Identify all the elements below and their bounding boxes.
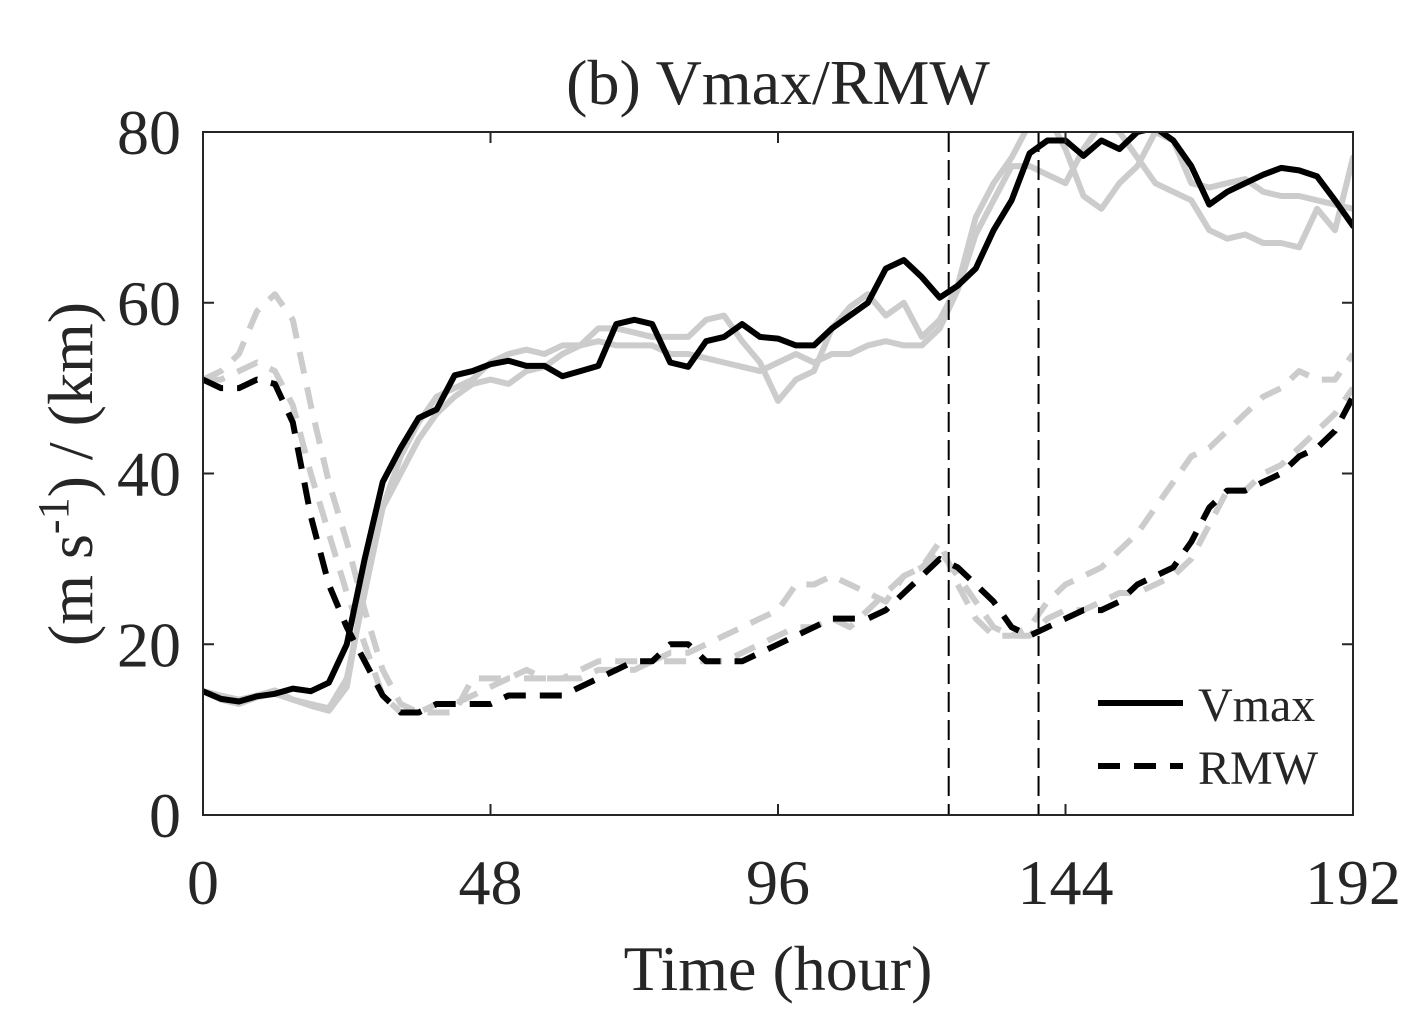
series-line-5 [203, 359, 1353, 716]
x-tick-label-0: 0 [187, 847, 219, 918]
series-line-0 [203, 132, 1353, 705]
y-tick-label-2: 40 [117, 439, 181, 510]
vline-layer [947, 132, 1040, 815]
x-axis-label: Time (hour) [624, 933, 933, 1004]
series-layer [203, 132, 1353, 716]
y-axis-label-suffix: ) / (km) [35, 302, 106, 498]
x-tick-label-1: 48 [459, 847, 523, 918]
y-tick-label-3: 60 [117, 268, 181, 339]
plot-background [203, 132, 1353, 815]
legend-label-vmax: Vmax [1198, 679, 1315, 732]
y-axis-label: (m s-1) / (km) [29, 302, 106, 646]
y-axis: 0 20 40 60 80 [117, 97, 1353, 851]
legend: Vmax RMW [1098, 679, 1319, 795]
y-tick-label-1: 20 [117, 609, 181, 680]
y-tick-label-0: 0 [149, 780, 181, 851]
legend-label-rmw: RMW [1198, 742, 1319, 795]
y-axis-label-exponent: -1 [29, 497, 78, 534]
series-line-2 [203, 132, 1353, 712]
x-tick-label-2: 96 [746, 847, 810, 918]
x-tick-label-4: 192 [1305, 847, 1401, 918]
y-axis-label-units: (m s [35, 534, 106, 646]
x-tick-label-3: 144 [1018, 847, 1114, 918]
x-axis: 0 48 96 144 192 [187, 132, 1401, 918]
series-line-4 [203, 291, 1353, 716]
y-tick-label-4: 80 [117, 97, 181, 168]
series-line-3 [203, 376, 1353, 716]
chart-title: (b) Vmax/RMW [566, 47, 990, 118]
